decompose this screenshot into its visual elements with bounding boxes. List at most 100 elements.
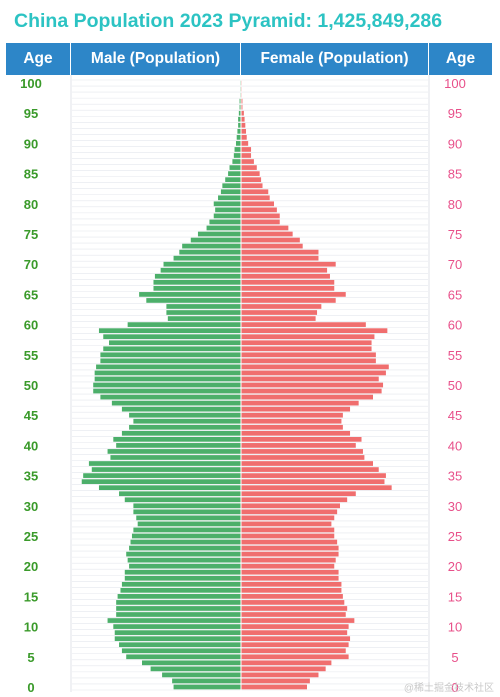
male-bar-age-96 — [239, 104, 241, 110]
male-bar-age-81 — [218, 195, 241, 201]
age-tick-label-left: 15 — [24, 589, 38, 604]
male-bar-age-7 — [119, 642, 241, 648]
age-tick-label-left: 70 — [24, 257, 38, 272]
male-bar-age-26 — [133, 527, 241, 533]
age-tick-label-left: 100 — [20, 76, 42, 91]
male-bar-age-18 — [124, 575, 241, 581]
age-tick-label-left: 85 — [24, 167, 38, 182]
male-bar-age-78 — [213, 213, 241, 219]
male-bar-age-67 — [153, 279, 241, 285]
female-bar-age-27 — [241, 521, 332, 527]
age-tick-label-left: 30 — [24, 499, 38, 514]
female-bar-age-1 — [241, 678, 310, 684]
female-bar-age-60 — [241, 322, 366, 327]
male-bar-age-66 — [153, 286, 241, 291]
male-bar-age-71 — [173, 255, 241, 261]
female-bar-age-36 — [241, 467, 379, 472]
male-bar-age-24 — [130, 539, 241, 545]
female-column-header: Female (Population) — [241, 43, 429, 75]
male-bar-age-97 — [239, 98, 241, 104]
male-bar-age-14 — [116, 600, 241, 605]
female-bar-age-75 — [241, 231, 293, 237]
male-bar-age-22 — [126, 551, 241, 557]
female-bar-age-66 — [241, 286, 335, 291]
female-bar-age-80 — [241, 201, 274, 207]
male-bar-age-10 — [113, 624, 241, 629]
female-bar-age-54 — [241, 358, 376, 364]
age-tick-label-right: 50 — [448, 378, 462, 393]
male-bar-age-25 — [131, 533, 241, 539]
female-bar-age-87 — [241, 159, 254, 164]
female-bar-age-28 — [241, 515, 335, 521]
age-tick-label-left: 0 — [27, 680, 34, 695]
female-bar-age-73 — [241, 243, 303, 249]
male-bar-age-77 — [209, 219, 241, 225]
male-bar-age-52 — [94, 370, 241, 376]
male-bar-age-45 — [129, 412, 241, 418]
male-bar-age-53 — [96, 364, 241, 370]
female-bar-age-90 — [241, 141, 249, 146]
female-bar-age-15 — [241, 594, 343, 599]
male-bar-age-55 — [100, 352, 242, 358]
female-bar-age-59 — [241, 328, 388, 333]
male-bar-age-59 — [98, 328, 242, 333]
age-tick-label-right: 25 — [448, 529, 462, 544]
male-bar-age-79 — [215, 207, 241, 213]
female-bar-age-91 — [241, 135, 247, 140]
female-bar-age-86 — [241, 165, 257, 170]
male-bar-age-51 — [94, 376, 241, 382]
female-bar-age-71 — [241, 255, 319, 261]
female-bar-age-33 — [241, 485, 392, 491]
male-bar-age-32 — [119, 491, 241, 497]
female-bar-age-92 — [241, 128, 247, 134]
age-tick-label-right: 70 — [448, 257, 462, 272]
female-bar-age-41 — [241, 437, 362, 442]
female-bar-age-7 — [241, 642, 349, 648]
age-tick-label-right: 85 — [448, 167, 462, 182]
female-bar-age-84 — [241, 177, 262, 183]
male-bar-age-54 — [100, 358, 242, 364]
age-tick-label-right: 30 — [448, 499, 462, 514]
female-bar-age-68 — [241, 273, 330, 279]
female-bar-age-89 — [241, 147, 252, 152]
male-bar-age-33 — [98, 485, 242, 491]
male-bar-age-40 — [116, 443, 241, 448]
male-bar-age-34 — [81, 479, 241, 484]
male-bar-age-88 — [233, 153, 241, 158]
female-bar-age-23 — [241, 545, 339, 551]
male-bar-age-93 — [238, 122, 241, 128]
female-bar-age-93 — [241, 122, 246, 128]
age-tick-label-right: 100 — [444, 76, 466, 91]
male-bar-age-91 — [236, 135, 241, 140]
female-bar-age-18 — [241, 575, 339, 581]
age-tick-label-right: 90 — [448, 136, 462, 151]
female-bar-age-19 — [241, 569, 339, 575]
male-bar-age-9 — [114, 630, 241, 635]
watermark: @稀土掘金技术社区 — [403, 683, 494, 694]
female-bar-age-65 — [241, 292, 346, 297]
female-bar-age-38 — [241, 455, 365, 460]
male-bar-age-68 — [154, 273, 241, 279]
male-bar-age-37 — [88, 461, 241, 466]
male-bar-age-61 — [167, 316, 241, 321]
age-tick-label-right: 60 — [448, 318, 462, 333]
female-bar-age-14 — [241, 600, 345, 605]
age-tick-label-left: 20 — [24, 559, 38, 574]
age-tick-label-left: 25 — [24, 529, 38, 544]
male-bar-age-21 — [127, 557, 241, 563]
male-bar-age-20 — [129, 563, 241, 569]
male-bar-age-0 — [173, 684, 241, 690]
female-bar-age-78 — [241, 213, 280, 219]
age-tick-label-right: 15 — [448, 589, 462, 604]
male-bar-age-36 — [91, 467, 241, 472]
female-bar-age-11 — [241, 618, 355, 623]
age-tick-label-right: 55 — [448, 348, 462, 363]
age-tick-label-left: 65 — [24, 287, 38, 302]
male-bar-age-35 — [83, 473, 241, 478]
male-bar-age-46 — [121, 406, 241, 412]
male-bar-age-27 — [137, 521, 241, 527]
age-tick-label-left: 95 — [24, 106, 38, 121]
female-bar-age-45 — [241, 412, 343, 418]
age-tick-label-left: 10 — [24, 620, 38, 635]
